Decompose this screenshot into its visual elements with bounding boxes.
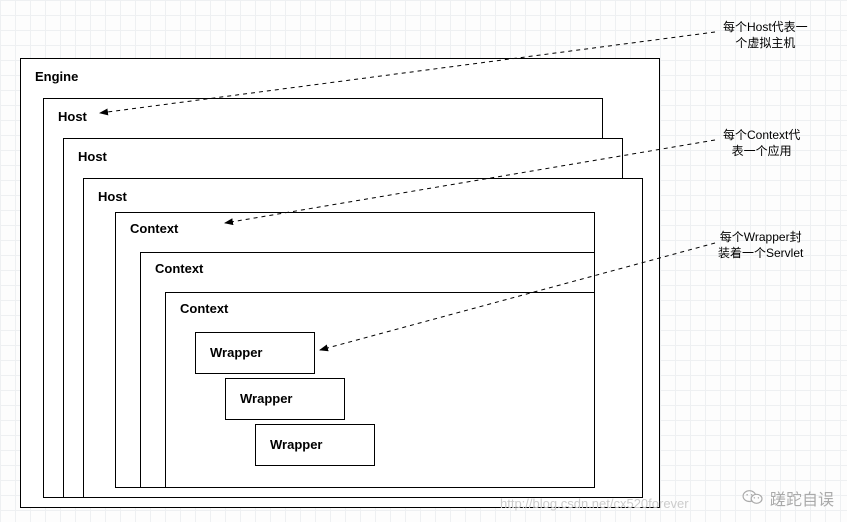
wrapper-label-3: Wrapper bbox=[270, 437, 323, 452]
engine-label: Engine bbox=[35, 69, 78, 84]
wrapper-label-1: Wrapper bbox=[210, 345, 263, 360]
wrapper-label-2: Wrapper bbox=[240, 391, 293, 406]
context-label-1: Context bbox=[130, 221, 178, 236]
context-label-3: Context bbox=[180, 301, 228, 316]
watermark-text: 蹉跎自误 bbox=[770, 486, 834, 510]
host-label-1: Host bbox=[58, 109, 87, 124]
wrapper-box-2: Wrapper bbox=[225, 378, 345, 420]
wrapper-annotation-line2: 装着一个Servlet bbox=[718, 246, 803, 262]
context-annotation-line2: 表一个应用 bbox=[723, 144, 800, 160]
context-label-2: Context bbox=[155, 261, 203, 276]
host-label-2: Host bbox=[78, 149, 107, 164]
wrapper-annotation-line1: 每个Wrapper封 bbox=[718, 230, 803, 246]
host-label-3: Host bbox=[98, 189, 127, 204]
host-annotation: 每个Host代表一 个虚拟主机 bbox=[723, 20, 808, 51]
context-annotation-line1: 每个Context代 bbox=[723, 128, 800, 144]
wrapper-box-1: Wrapper bbox=[195, 332, 315, 374]
wechat-icon bbox=[742, 488, 764, 506]
wrapper-annotation: 每个Wrapper封 装着一个Servlet bbox=[718, 230, 803, 261]
watermark-url: http://blog.csdn.net/cx520forever bbox=[500, 496, 689, 511]
context-annotation: 每个Context代 表一个应用 bbox=[723, 128, 800, 159]
host-annotation-line1: 每个Host代表一 bbox=[723, 20, 808, 36]
host-annotation-line2: 个虚拟主机 bbox=[723, 36, 808, 52]
wrapper-box-3: Wrapper bbox=[255, 424, 375, 466]
